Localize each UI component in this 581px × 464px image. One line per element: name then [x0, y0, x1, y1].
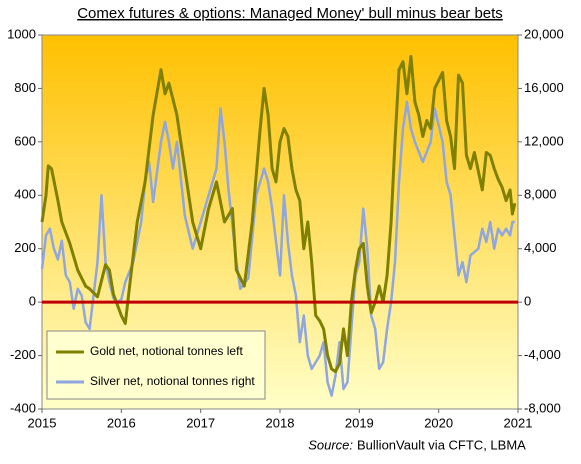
source: BullionVault via CFTC, LBMA	[357, 437, 526, 452]
chart-title: Comex futures & options: Managed Money' …	[77, 5, 503, 22]
y2-tick-label: 4,000	[524, 240, 557, 255]
x-tick-label: 2021	[504, 415, 533, 430]
x-tick-label: 2016	[107, 415, 136, 430]
legend	[46, 330, 266, 400]
legend-label: Silver net, notional tonnes right	[90, 374, 255, 388]
x-tick-label: 2015	[28, 415, 57, 430]
x-tick-label: 2019	[345, 415, 374, 430]
y2-tick-label: 20,000	[524, 26, 564, 41]
y-tick-label: 400	[14, 187, 36, 202]
source-label: Source:	[308, 437, 353, 452]
series-line	[40, 54, 517, 374]
y-tick-label: 600	[14, 133, 36, 148]
y-tick-label: -400	[10, 400, 36, 415]
y-tick-label: -200	[10, 347, 36, 362]
y-tick-label: 0	[29, 294, 36, 309]
y2-tick-label: 16,000	[524, 80, 564, 95]
x-tick-label: 2018	[266, 415, 295, 430]
y-tick-label: 800	[14, 80, 36, 95]
y2-tick-label: -4,000	[524, 347, 561, 362]
legend-label: Gold net, notional tonnes left	[90, 344, 243, 358]
y-tick-label: 1000	[7, 26, 36, 41]
y-tick-label: 200	[14, 240, 36, 255]
plot: -400 -200 0 200 400 600 800 1000 -8,000 -4,000 0 4,…	[7, 26, 564, 430]
y2-tick-label: 0	[524, 294, 531, 309]
y2-tick-label: 8,000	[524, 187, 557, 202]
y2-tick-label: 12,000	[524, 133, 564, 148]
x-tick-label: 2017	[186, 415, 215, 430]
y2-tick-label: -8,000	[524, 400, 561, 415]
x-tick-label: 2020	[424, 415, 453, 430]
